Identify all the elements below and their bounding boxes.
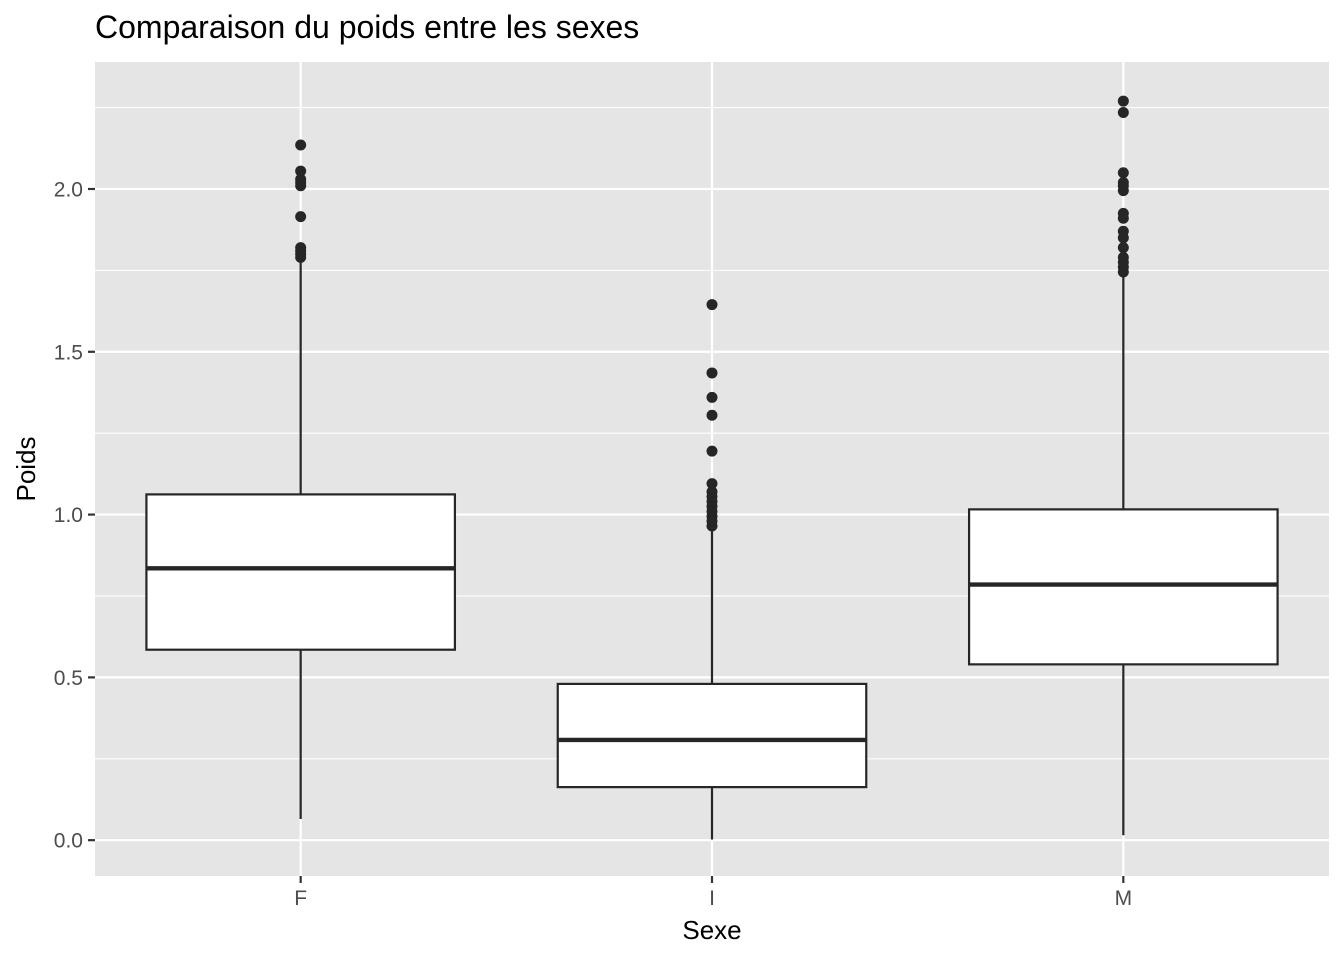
x-tick-label: I <box>709 887 715 910</box>
y-tick-label: 0.0 <box>54 830 83 853</box>
outlier-point <box>1117 251 1129 263</box>
outlier-point <box>706 391 718 403</box>
outlier-point <box>706 367 718 379</box>
outlier-point <box>706 299 718 311</box>
y-axis-title: Poids <box>11 436 41 501</box>
outlier-point <box>1117 176 1129 188</box>
x-tick-label: F <box>294 887 307 910</box>
outlier-point <box>1117 242 1129 254</box>
box-iqr <box>967 508 1279 666</box>
box-M <box>967 95 1279 836</box>
outlier-point <box>295 211 307 223</box>
outlier-point <box>295 165 307 177</box>
outlier-point <box>295 173 307 185</box>
outlier-point <box>1117 207 1129 219</box>
outlier-point <box>1117 106 1129 118</box>
outlier-point <box>706 409 718 421</box>
outlier-point <box>1117 95 1129 107</box>
box-iqr <box>556 682 868 789</box>
box-I <box>556 299 868 840</box>
y-tick-label: 2.0 <box>54 178 83 201</box>
outlier-point <box>1117 167 1129 179</box>
y-tick-label: 1.5 <box>54 341 83 364</box>
y-tick-label: 1.0 <box>54 504 83 527</box>
box-iqr <box>145 493 457 651</box>
outlier-point <box>295 139 307 151</box>
y-tick-label: 0.5 <box>54 667 83 690</box>
outlier-point <box>706 486 718 498</box>
chart-title: Comparaison du poids entre les sexes <box>95 9 639 45</box>
outlier-point <box>706 478 718 490</box>
boxes-layer <box>145 95 1279 840</box>
outlier-point <box>706 445 718 457</box>
outlier-point <box>1117 225 1129 237</box>
x-tick-label: M <box>1115 887 1133 910</box>
box-F <box>145 139 457 820</box>
y-axis: 0.0 0.5 1.0 1.5 2.0 <box>54 178 95 853</box>
x-axis-title: Sexe <box>682 915 741 945</box>
outlier-point <box>295 242 307 254</box>
